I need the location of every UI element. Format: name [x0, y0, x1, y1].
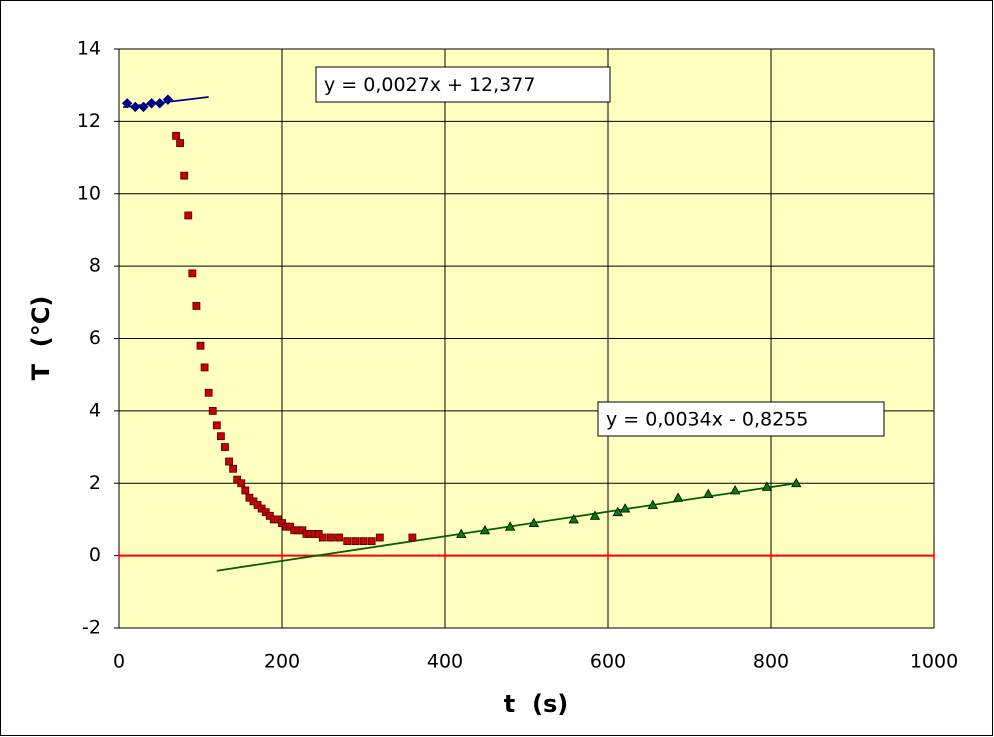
point	[229, 464, 238, 473]
point	[241, 486, 250, 495]
point	[672, 492, 684, 502]
trendline	[216, 482, 796, 572]
point	[154, 98, 165, 109]
point	[761, 481, 773, 491]
point	[162, 94, 174, 105]
y-tick-label: 6	[89, 327, 101, 349]
point	[130, 101, 141, 113]
point	[367, 537, 376, 546]
point	[176, 139, 185, 147]
point	[359, 537, 368, 546]
y-tick-label: 12	[77, 110, 101, 132]
point	[528, 517, 540, 527]
point	[619, 503, 631, 513]
point	[351, 537, 360, 546]
point	[216, 432, 225, 441]
point	[568, 514, 579, 524]
equation-box	[315, 66, 611, 103]
point	[729, 485, 741, 495]
y-tick-label: 10	[77, 182, 101, 204]
x-tick-label: 600	[590, 651, 626, 673]
point	[196, 341, 205, 350]
point	[184, 211, 193, 220]
point	[326, 533, 335, 542]
point	[188, 269, 197, 278]
point	[612, 506, 623, 517]
y-tick-label: 2	[89, 472, 101, 494]
point	[221, 443, 229, 451]
x-tick-label: 0	[113, 651, 125, 673]
point	[172, 131, 180, 140]
point	[225, 457, 233, 466]
point	[647, 499, 659, 509]
x-axis-title: t (s)	[504, 690, 568, 718]
y-tick-label: 14	[77, 38, 101, 60]
point	[505, 521, 516, 531]
point	[237, 479, 246, 488]
point	[192, 302, 201, 310]
point	[212, 421, 221, 430]
point	[138, 101, 149, 113]
y-tick-label: -2	[82, 617, 101, 639]
point	[204, 388, 213, 397]
y-tick-label: 8	[89, 255, 101, 277]
y-tick-label: 4	[89, 399, 101, 421]
point	[318, 533, 327, 542]
point	[335, 533, 343, 542]
equation-box	[597, 401, 885, 437]
point	[456, 528, 467, 538]
x-tick-label: 400	[427, 651, 463, 673]
point	[479, 524, 491, 535]
point	[703, 488, 714, 499]
point	[375, 533, 384, 542]
y-axis-title: T (°C)	[27, 296, 55, 381]
point	[589, 510, 601, 520]
point	[146, 98, 157, 109]
y-tick-label: 0	[89, 544, 101, 566]
point	[121, 98, 133, 109]
point	[343, 537, 352, 546]
point	[208, 406, 217, 415]
point	[791, 477, 802, 488]
x-tick-label: 800	[753, 651, 789, 673]
equation-label: y = 0,0034x - 0,8255	[606, 409, 808, 431]
equation-label: y = 0,0027x + 12,377	[324, 74, 535, 96]
point	[200, 363, 209, 372]
point	[408, 533, 417, 542]
x-tick-label: 1000	[910, 651, 958, 673]
x-tick-label: 200	[264, 651, 300, 673]
point	[180, 171, 189, 180]
